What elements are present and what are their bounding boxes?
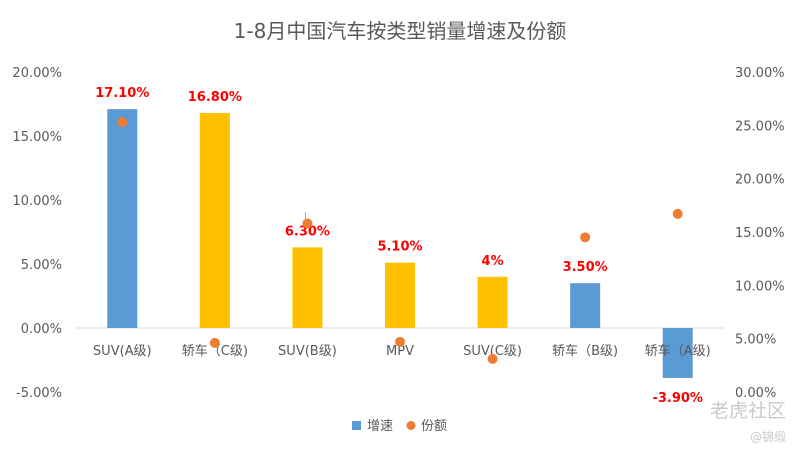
bar-1 <box>107 109 138 329</box>
bar-data-label: 6.30% <box>285 224 330 239</box>
share-point-4 <box>395 336 405 347</box>
bar-data-label: 17.10% <box>95 86 149 101</box>
share-point-1 <box>117 117 128 128</box>
share-point-3 <box>302 218 313 229</box>
bar-7 <box>662 328 693 378</box>
right-axis-tick-label: 10.00% <box>735 279 785 294</box>
category-label: MPV <box>386 344 414 359</box>
left-axis-tick-label: -5.00% <box>16 386 62 401</box>
category-label: SUV(A级) <box>93 344 152 359</box>
bar-data-label: 5.10% <box>377 240 422 255</box>
legend-share-label: 份额 <box>421 419 447 434</box>
right-axis-tick-label: 30.00% <box>735 66 785 81</box>
bar-data-label: 3.50% <box>563 260 608 275</box>
right-axis-tick-label: 20.00% <box>735 173 785 188</box>
right-axis-tick-label: 25.00% <box>735 119 785 134</box>
watermark-user-text: @锦缎 <box>749 430 786 444</box>
share-point-5 <box>487 353 498 364</box>
category-label: 轿车（B级) <box>552 343 618 359</box>
bar-data-label: -3.90% <box>652 391 703 406</box>
share-point-6 <box>580 232 591 243</box>
watermark-logo-text: 老虎社区 <box>709 400 786 422</box>
bar-data-label: 4% <box>482 254 504 269</box>
bar-4 <box>385 262 415 328</box>
bar-6 <box>570 283 601 328</box>
left-axis-tick-label: 5.00% <box>21 258 62 273</box>
legend-bar-label: 增速 <box>367 419 393 434</box>
category-label: SUV(C级) <box>463 344 522 359</box>
right-axis-tick-label: 0.00% <box>735 386 776 401</box>
right-axis-tick-label: 5.00% <box>735 333 776 348</box>
chart-title: 1-8月中国汽车按类型销量增速及份额 <box>234 19 567 43</box>
category-label: SUV(B级) <box>278 344 337 359</box>
share-point-2 <box>209 337 220 348</box>
legend-share-swatch <box>406 421 416 430</box>
right-axis-tick-label: 15.00% <box>735 226 785 241</box>
left-axis-tick-label: 20.00% <box>12 66 62 81</box>
legend-bar-swatch <box>352 421 361 430</box>
bar-5 <box>477 276 508 328</box>
category-label: 轿车（A级) <box>645 343 711 359</box>
bar-3 <box>292 247 323 328</box>
left-axis-tick-label: 15.00% <box>12 130 62 145</box>
category-label: 轿车（C级) <box>182 343 248 359</box>
bar-data-label: 16.80% <box>188 90 242 105</box>
bar-2 <box>199 112 230 329</box>
left-axis-tick-label: 0.00% <box>21 322 62 337</box>
share-point-7 <box>672 208 683 219</box>
left-axis-tick-label: 10.00% <box>12 194 62 209</box>
